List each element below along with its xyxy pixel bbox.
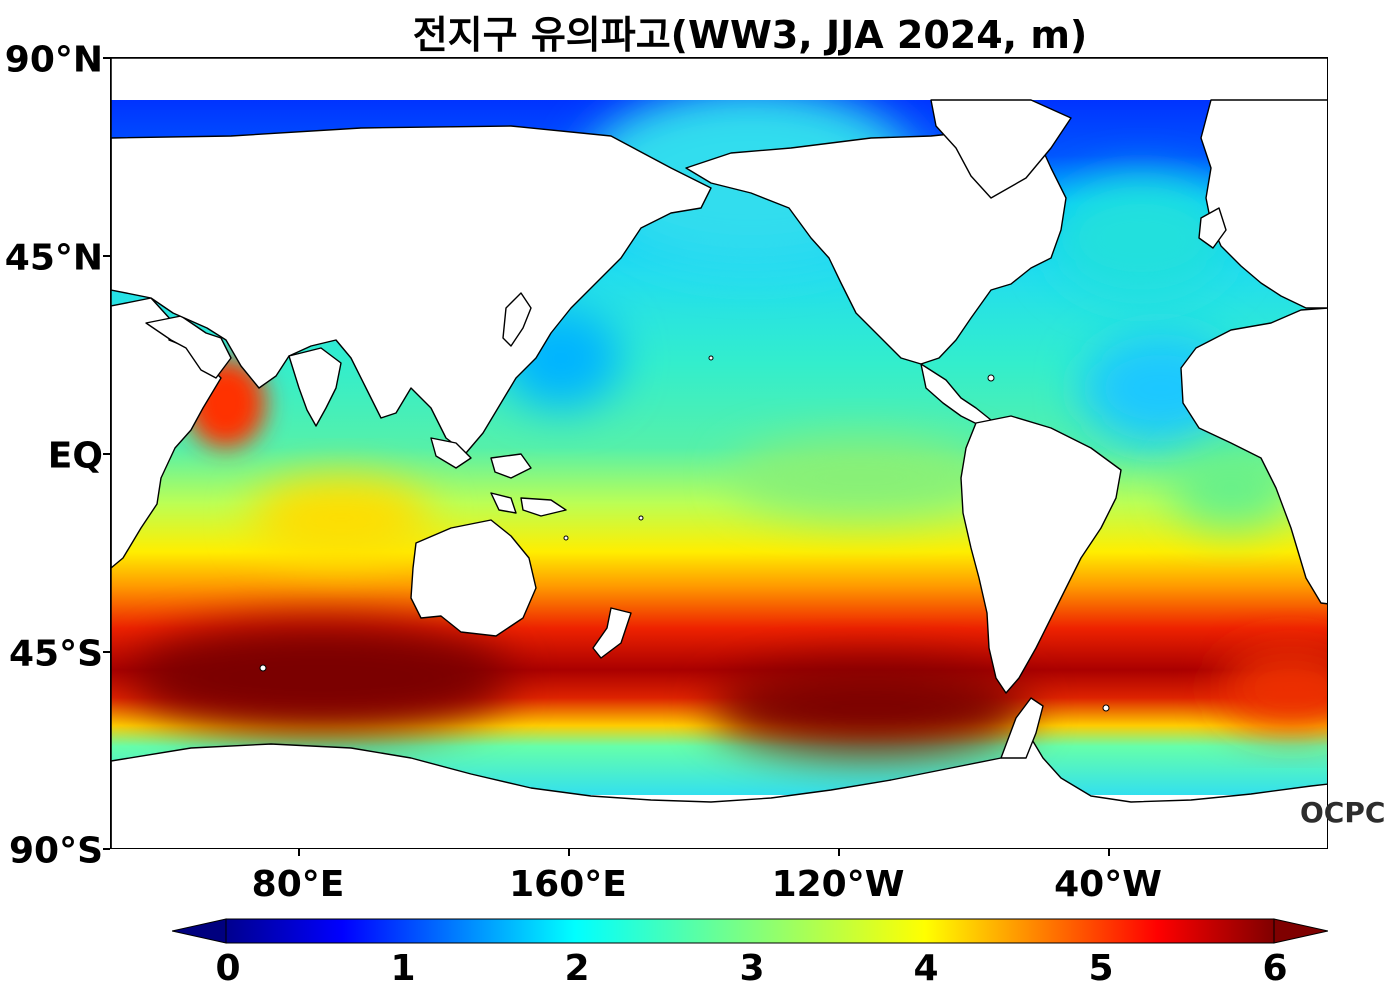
colorbar-tick-6: 6 bbox=[1262, 948, 1288, 989]
colorbar-high-extend bbox=[1273, 918, 1328, 944]
lat-label-45s: 45°S bbox=[8, 633, 103, 675]
colorbar bbox=[172, 918, 1328, 944]
lon-tick-160e bbox=[568, 849, 570, 856]
lon-label-120w: 120°W bbox=[771, 864, 905, 905]
colorbar-tick-3: 3 bbox=[739, 948, 765, 989]
lon-label-40w: 40°W bbox=[1054, 864, 1162, 905]
lon-tick-120w bbox=[838, 849, 840, 856]
lat-tick-90s bbox=[103, 848, 110, 850]
lat-tick-eq bbox=[103, 453, 110, 455]
colorbar-gradient bbox=[225, 918, 1275, 944]
lon-label-160e: 160°E bbox=[509, 864, 627, 905]
lon-tick-40w bbox=[1108, 849, 1110, 856]
colorbar-low-extend bbox=[172, 918, 227, 944]
small-islands bbox=[259, 355, 1110, 712]
lat-tick-45n bbox=[103, 255, 110, 257]
colorbar-tick-4: 4 bbox=[913, 948, 939, 989]
map-plot-area bbox=[110, 57, 1328, 849]
wave-height-map bbox=[111, 58, 1327, 848]
lat-tick-45s bbox=[103, 651, 110, 653]
colorbar-tick-1: 1 bbox=[390, 948, 416, 989]
lon-label-80e: 80°E bbox=[251, 864, 345, 905]
colorbar-tick-5: 5 bbox=[1088, 948, 1114, 989]
lat-tick-90n bbox=[103, 57, 110, 59]
colorbar-tick-2: 2 bbox=[564, 948, 590, 989]
lon-tick-80e bbox=[298, 849, 300, 856]
lat-label-eq: EQ bbox=[47, 435, 103, 477]
lat-label-90n: 90°N bbox=[4, 39, 103, 81]
colorbar-tick-0: 0 bbox=[215, 948, 241, 989]
land-masses bbox=[111, 58, 1327, 848]
lat-label-90s: 90°S bbox=[8, 830, 103, 872]
ocpc-watermark: OCPC bbox=[1300, 796, 1386, 829]
lat-label-45n: 45°N bbox=[4, 237, 103, 279]
map-title: 전지구 유의파고(WW3, JJA 2024, m) bbox=[412, 13, 1088, 57]
